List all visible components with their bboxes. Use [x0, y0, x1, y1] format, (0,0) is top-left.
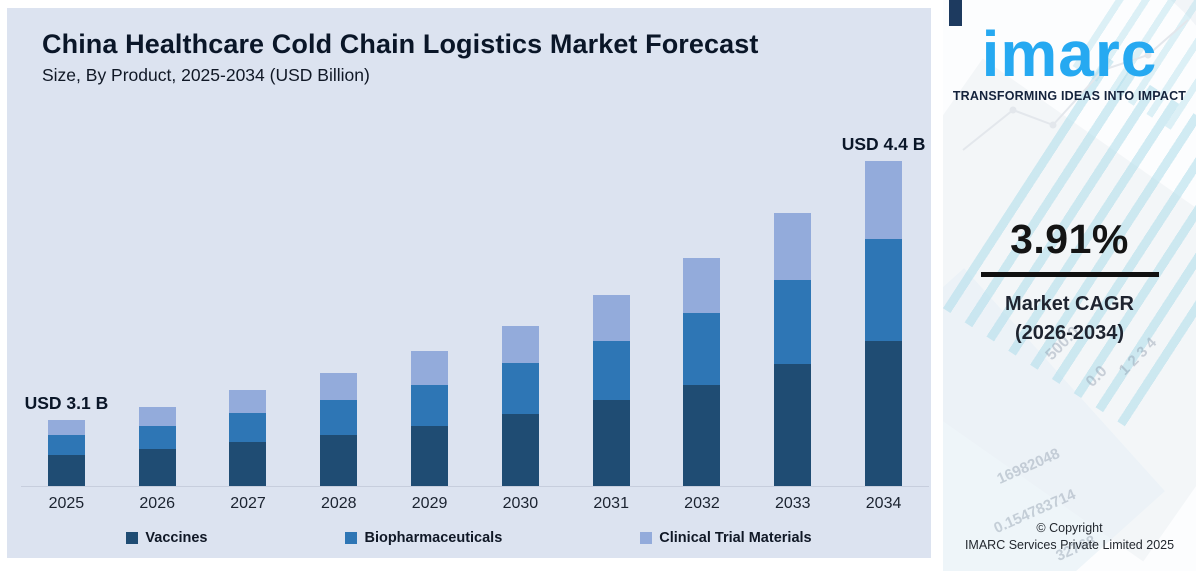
bar-segment-clinical-trial-materials [47, 420, 85, 436]
chart-subtitle: Size, By Product, 2025-2034 (USD Billion… [42, 65, 370, 86]
cagr-callout: 3.91% Market CAGR (2026-2034) [943, 216, 1196, 348]
cagr-label-line2: (2026-2034) [1015, 322, 1124, 344]
bar-column-2025: USD 3.1 B [21, 393, 112, 487]
stacked-bar-2030 [501, 326, 539, 487]
stacked-bar-2025 [47, 420, 85, 487]
x-axis-label-2033: 2033 [774, 495, 811, 513]
chart-panel: China Healthcare Cold Chain Logistics Ma… [7, 8, 931, 558]
chart-legend: Vaccines Biopharmaceuticals Clinical Trial… [7, 530, 931, 546]
x-axis-label-2034: 2034 [865, 495, 902, 513]
imarc-tagline: TRANSFORMING IDEAS INTO IMPACT [952, 88, 1187, 103]
x-axis-label-2026: 2026 [139, 495, 175, 513]
bar-segment-biopharmaceuticals [320, 400, 358, 436]
chart-title: China Healthcare Cold Chain Logistics Ma… [42, 29, 759, 59]
legend-item-biopharmaceuticals: Biopharmaceuticals [345, 530, 502, 546]
bar-segment-clinical-trial-materials [229, 390, 267, 414]
bar-column-2028 [293, 373, 384, 487]
bar-segment-vaccines [774, 364, 812, 487]
x-axis-label-2029: 2029 [411, 495, 448, 513]
stacked-bar-2031 [592, 295, 630, 487]
bar-segment-clinical-trial-materials [411, 351, 449, 386]
bar-segment-vaccines [47, 455, 85, 487]
bar-value-annotation-2025: USD 3.1 B [24, 393, 109, 414]
copyright-line2: IMARC Services Private Limited 2025 [964, 538, 1175, 553]
cagr-divider [980, 272, 1159, 277]
bar-segment-vaccines [865, 341, 903, 487]
bars-row: USD 3.1 B USD 4.4 B [21, 109, 929, 487]
bar-column-2029 [384, 351, 475, 487]
bar-column-2033 [747, 213, 838, 487]
stacked-bar-2034 [865, 161, 903, 487]
legend-swatch [345, 532, 358, 545]
stacked-bar-2029 [411, 351, 449, 487]
x-axis-label-2032: 2032 [684, 495, 720, 513]
brand-panel: imarc TRANSFORMING IDEAS INTO IMPACT 3.9… [943, 0, 1196, 571]
bookmark-ribbon-decoration [949, 0, 962, 26]
bar-column-2030 [475, 326, 566, 487]
x-axis-labels: 2025 2026 2027 2028 2029 2030 2031 2032 2033 2034 [21, 495, 929, 513]
bar-segment-vaccines [138, 449, 176, 487]
x-axis-label-2025: 2025 [48, 495, 85, 513]
bar-segment-biopharmaceuticals [138, 426, 176, 450]
bar-segment-clinical-trial-materials [138, 407, 176, 427]
cagr-label: Market CAGR (2026-2034) [943, 290, 1196, 348]
bar-segment-clinical-trial-materials [683, 258, 721, 314]
bar-segment-biopharmaceuticals [411, 385, 449, 427]
bar-segment-vaccines [683, 385, 721, 487]
bar-segment-biopharmaceuticals [865, 239, 903, 342]
legend-swatch [640, 532, 653, 545]
bar-segment-vaccines [320, 435, 358, 487]
bar-segment-biopharmaceuticals [47, 435, 85, 456]
bar-segment-biopharmaceuticals [683, 313, 721, 386]
bar-segment-clinical-trial-materials [774, 213, 812, 281]
bar-segment-clinical-trial-materials [320, 373, 358, 401]
bar-column-2031 [566, 295, 657, 487]
x-axis-label-2030: 2030 [502, 495, 539, 513]
imarc-logo-text: imarc [981, 18, 1158, 90]
figure-header: China Healthcare Cold Chain Logistics Ma… [7, 8, 931, 86]
stacked-bar-2033 [774, 213, 812, 487]
bar-segment-clinical-trial-materials [501, 326, 539, 364]
imarc-logo: imarc TRANSFORMING IDEAS INTO IMPACT [943, 0, 1196, 103]
bar-column-2026 [112, 407, 203, 487]
stacked-bar-2026 [138, 407, 176, 487]
bar-segment-biopharmaceuticals [774, 280, 812, 365]
bar-value-annotation-2034: USD 4.4 B [841, 134, 926, 155]
x-axis-label-2028: 2028 [320, 495, 357, 513]
bar-segment-vaccines [592, 400, 630, 487]
stacked-bar-2032 [683, 258, 721, 487]
legend-item-vaccines: Vaccines [126, 530, 207, 546]
bar-segment-biopharmaceuticals [592, 341, 630, 401]
cagr-value: 3.91% [1010, 216, 1129, 262]
bar-segment-biopharmaceuticals [501, 363, 539, 415]
x-axis-label-2027: 2027 [230, 495, 266, 513]
bar-segment-vaccines [501, 414, 539, 487]
stacked-bar-2028 [320, 373, 358, 487]
bar-segment-clinical-trial-materials [592, 295, 630, 342]
cagr-label-line1: Market CAGR [1005, 293, 1134, 315]
legend-label: Biopharmaceuticals [364, 530, 503, 547]
brand-content: imarc TRANSFORMING IDEAS INTO IMPACT 3.9… [943, 0, 1196, 571]
stacked-bar-2027 [229, 390, 267, 487]
x-axis-label-2031: 2031 [593, 495, 629, 513]
bar-column-2032 [657, 258, 748, 487]
legend-label: Clinical Trial Materials [659, 530, 812, 547]
plot-area: USD 3.1 B USD 4.4 B [21, 109, 929, 488]
legend-item-clinical-trial-materials: Clinical Trial Materials [640, 530, 812, 547]
bar-segment-biopharmaceuticals [229, 413, 267, 443]
bar-segment-vaccines [411, 426, 449, 487]
bar-column-2027 [203, 390, 294, 487]
copyright-line1: © Copyright [1036, 521, 1103, 536]
bar-segment-clinical-trial-materials [865, 161, 903, 240]
legend-label: Vaccines [145, 530, 208, 547]
bar-segment-vaccines [229, 442, 267, 487]
copyright-notice: © Copyright IMARC Services Private Limit… [943, 520, 1196, 554]
background-trendline-decoration [962, 19, 1189, 151]
legend-swatch [126, 532, 139, 545]
bar-column-2034: USD 4.4 B [838, 134, 929, 487]
